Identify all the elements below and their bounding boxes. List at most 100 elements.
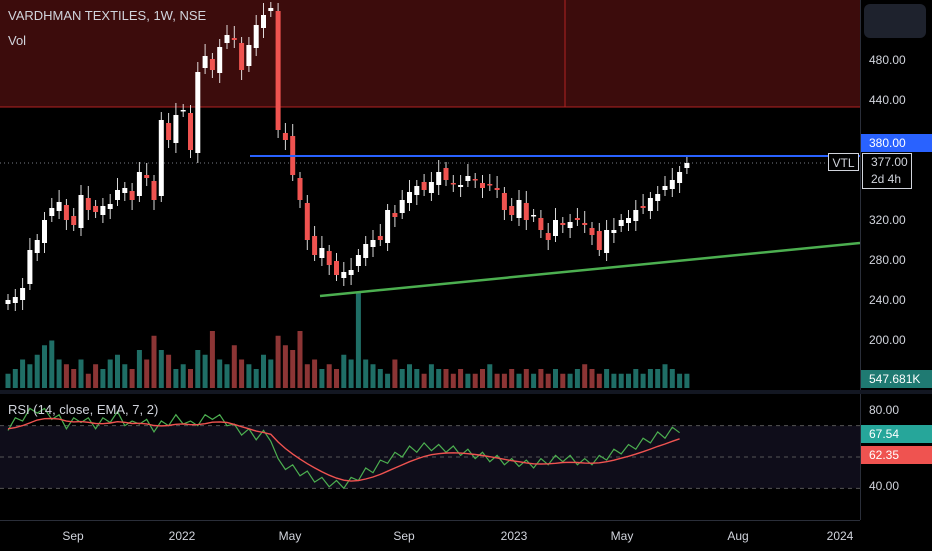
candle-body (136, 172, 142, 196)
volume-bar (12, 369, 18, 388)
rsi-axis[interactable]: 80.00 40.00 67.54 62.35 (860, 394, 932, 520)
candle-body (611, 230, 617, 233)
candle-body (662, 186, 668, 190)
candle-body (71, 216, 77, 225)
current-price-box: 377.00 2d 4h (862, 153, 912, 189)
volume-legend[interactable]: Vol (8, 33, 27, 48)
candle-body (341, 272, 347, 278)
volume-bar (231, 345, 237, 388)
candle-body (261, 15, 266, 28)
candle-body (85, 198, 91, 210)
candle-body (385, 210, 391, 243)
candle-body (151, 181, 157, 200)
price-tick: 240.00 (869, 293, 906, 307)
candle-body (20, 288, 26, 300)
candle-body (144, 175, 150, 178)
volume-bar (180, 364, 186, 388)
candle-body (428, 182, 434, 193)
volume-bar (341, 354, 347, 388)
rsi-tick: 80.00 (869, 403, 900, 417)
candle-body (49, 208, 55, 216)
volume-bar (334, 369, 339, 388)
candle-body (107, 204, 113, 209)
candle-body (574, 218, 580, 220)
main-chart-pane[interactable]: VARDHMAN TEXTILES, 1W, NSE Vol VTL (0, 0, 860, 390)
symbol-legend[interactable]: VARDHMAN TEXTILES, 1W, NSE (8, 8, 207, 23)
volume-bar (202, 354, 208, 388)
volume-bar (144, 359, 150, 388)
volume-bar (261, 354, 266, 388)
candle-body (231, 38, 237, 40)
candle-body (655, 194, 661, 201)
volume-bar (626, 373, 631, 388)
volume-bar (34, 354, 40, 388)
candle-body (100, 206, 106, 215)
rsi-pane[interactable]: RSI (14, close, EMA, 7, 2) (0, 394, 860, 520)
volume-bar (377, 369, 383, 388)
candle-body (334, 261, 339, 275)
volume-bar (385, 373, 391, 388)
candle-body (12, 297, 18, 303)
price-chart[interactable] (0, 0, 860, 390)
volume-bar (560, 373, 566, 388)
volume-bar (348, 359, 354, 388)
candle-body (633, 210, 639, 221)
volume-bar (158, 350, 164, 388)
price-tick: 200.00 (869, 333, 906, 347)
volume-bar (531, 373, 537, 388)
vtl-label[interactable]: VTL (828, 153, 859, 171)
candle-body (421, 182, 427, 190)
volume-bar (458, 369, 464, 388)
candle-body (640, 206, 646, 208)
volume-bar (677, 373, 683, 388)
time-label: 2022 (168, 529, 196, 543)
volume-bar (487, 364, 493, 388)
candle-body (458, 185, 464, 187)
rsi-legend[interactable]: RSI (14, close, EMA, 7, 2) (8, 402, 159, 417)
volume-bar (414, 369, 420, 388)
volume-value-tag: 547.681K (861, 370, 932, 388)
volume-bar (640, 373, 646, 388)
volume-bar (71, 369, 77, 388)
rsi-tick: 40.00 (869, 479, 900, 493)
candle-body (582, 223, 588, 225)
rsi-ema-line (7, 417, 680, 482)
time-axis[interactable]: Sep 2022 May Sep 2023 May Aug 2024 (0, 520, 860, 551)
volume-bar (115, 354, 120, 388)
rsi-chart[interactable] (0, 394, 860, 520)
candle-body (363, 244, 369, 258)
scale-button[interactable] (864, 4, 926, 38)
volume-bar (246, 364, 252, 388)
candle-body (370, 240, 376, 247)
candle-body (545, 233, 551, 240)
candle-body (158, 120, 164, 196)
price-tick: 480.00 (869, 53, 906, 67)
volume-bar (582, 364, 588, 388)
volume-bar (618, 373, 624, 388)
volume-bar (392, 359, 398, 388)
volume-bar (173, 369, 179, 388)
candle-body (399, 200, 405, 213)
volume-bar (282, 345, 288, 388)
volume-bar (501, 373, 507, 388)
price-axis[interactable]: 480.00 440.00 320.00 280.00 240.00 200.0… (860, 0, 932, 390)
candle-body (494, 188, 500, 190)
candle-body (5, 300, 11, 304)
volume-bar (523, 369, 529, 388)
candle-body (224, 35, 230, 43)
pane-separator[interactable] (0, 390, 932, 394)
volume-bar (450, 373, 456, 388)
volume-bar (224, 364, 230, 388)
volume-bar (107, 359, 113, 388)
candle-body (188, 113, 193, 150)
volume-bar (209, 331, 215, 388)
volume-bar (239, 359, 245, 388)
volume-bar (85, 373, 91, 388)
candle-body (129, 191, 135, 200)
time-label: 2023 (500, 529, 528, 543)
candle-body (538, 218, 544, 230)
candle-body (450, 183, 456, 185)
bar-countdown: 2d 4h (871, 172, 902, 186)
volume-bar (436, 369, 442, 388)
volume-bar (136, 350, 142, 388)
